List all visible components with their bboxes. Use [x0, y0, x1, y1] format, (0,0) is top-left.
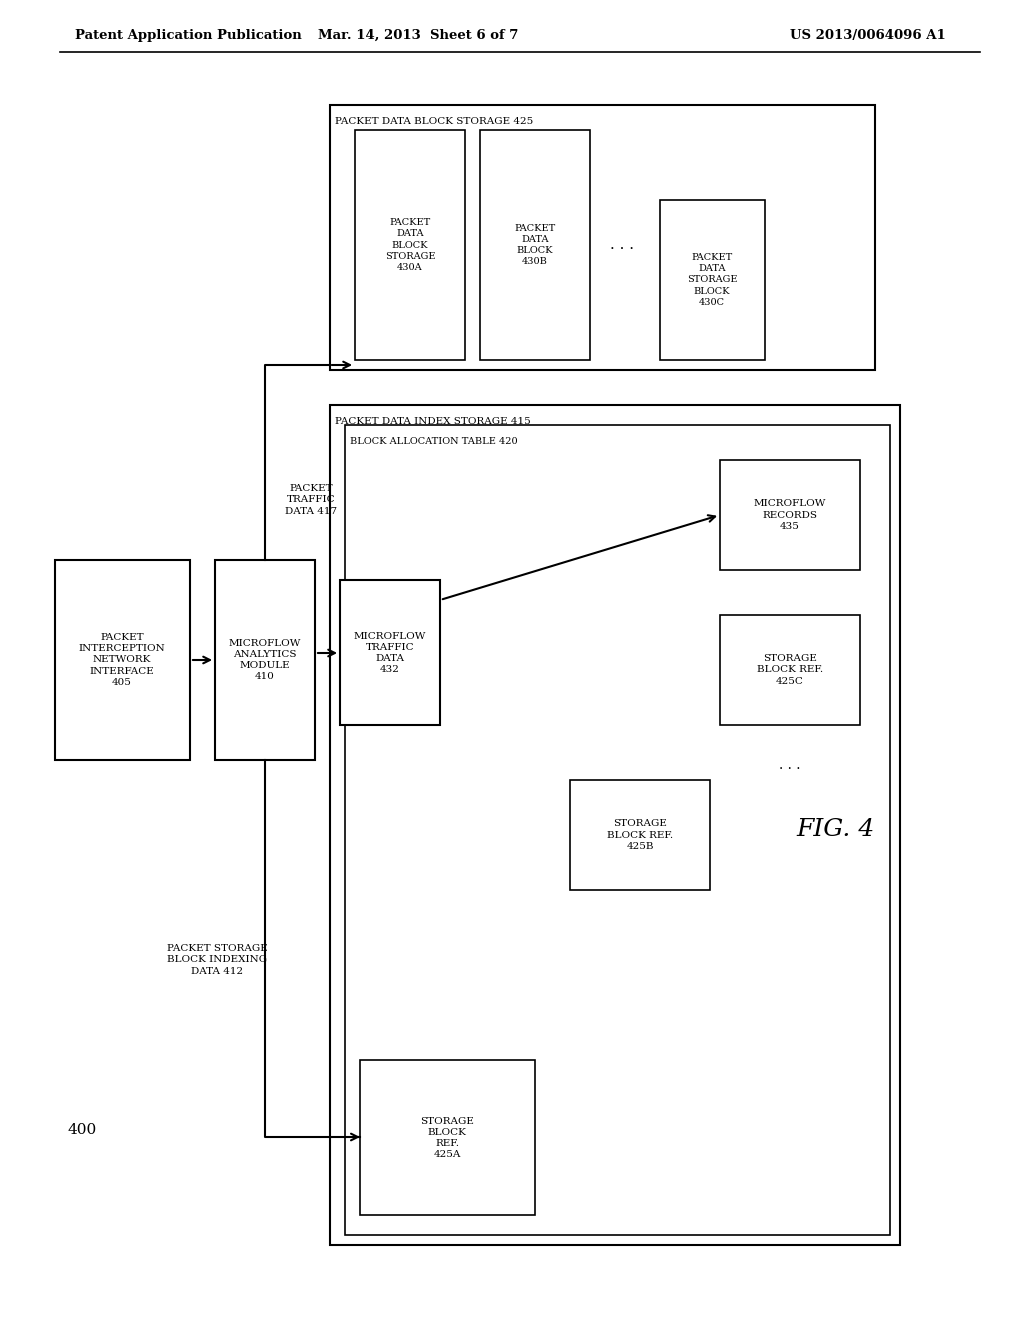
Bar [330, 405, 900, 1245]
Bar [345, 425, 890, 1236]
Bar [330, 106, 874, 370]
Text: MICROFLOW
RECORDS
435: MICROFLOW RECORDS 435 [754, 499, 826, 531]
Bar [55, 560, 190, 760]
Text: US 2013/0064096 A1: US 2013/0064096 A1 [790, 29, 946, 41]
Text: 400: 400 [68, 1123, 97, 1137]
Text: PACKET DATA BLOCK STORAGE 425: PACKET DATA BLOCK STORAGE 425 [335, 117, 534, 125]
Bar [360, 1060, 535, 1214]
Text: . . .: . . . [610, 238, 634, 252]
Text: MICROFLOW
TRAFFIC
DATA
432: MICROFLOW TRAFFIC DATA 432 [354, 632, 426, 675]
Bar [660, 201, 765, 360]
Bar [720, 459, 860, 570]
Text: Patent Application Publication: Patent Application Publication [75, 29, 302, 41]
Text: PACKET
INTERCEPTION
NETWORK
INTERFACE
405: PACKET INTERCEPTION NETWORK INTERFACE 40… [79, 634, 165, 686]
Text: MICROFLOW
ANALYTICS
MODULE
410: MICROFLOW ANALYTICS MODULE 410 [228, 639, 301, 681]
Text: PACKET
DATA
STORAGE
BLOCK
430C: PACKET DATA STORAGE BLOCK 430C [687, 253, 737, 306]
Text: STORAGE
BLOCK REF.
425B: STORAGE BLOCK REF. 425B [607, 820, 673, 850]
Text: BLOCK ALLOCATION TABLE 420: BLOCK ALLOCATION TABLE 420 [350, 437, 517, 446]
Text: Mar. 14, 2013  Sheet 6 of 7: Mar. 14, 2013 Sheet 6 of 7 [317, 29, 518, 41]
Bar [480, 129, 590, 360]
Text: PACKET DATA INDEX STORAGE 415: PACKET DATA INDEX STORAGE 415 [335, 417, 530, 426]
Bar [355, 129, 465, 360]
Text: PACKET
DATA
BLOCK
STORAGE
430A: PACKET DATA BLOCK STORAGE 430A [385, 218, 435, 272]
Bar [340, 579, 440, 725]
Bar [720, 615, 860, 725]
Text: PACKET STORAGE
BLOCK INDEXING
DATA 412: PACKET STORAGE BLOCK INDEXING DATA 412 [167, 944, 267, 975]
Text: FIG. 4: FIG. 4 [796, 818, 874, 842]
Text: PACKET
DATA
BLOCK
430B: PACKET DATA BLOCK 430B [514, 224, 556, 267]
Bar [570, 780, 710, 890]
Text: STORAGE
BLOCK
REF.
425A: STORAGE BLOCK REF. 425A [420, 1117, 474, 1159]
Text: . . .: . . . [779, 758, 801, 772]
Bar [215, 560, 315, 760]
Text: STORAGE
BLOCK REF.
425C: STORAGE BLOCK REF. 425C [757, 655, 823, 685]
Text: PACKET
TRAFFIC
DATA 417: PACKET TRAFFIC DATA 417 [285, 484, 337, 516]
